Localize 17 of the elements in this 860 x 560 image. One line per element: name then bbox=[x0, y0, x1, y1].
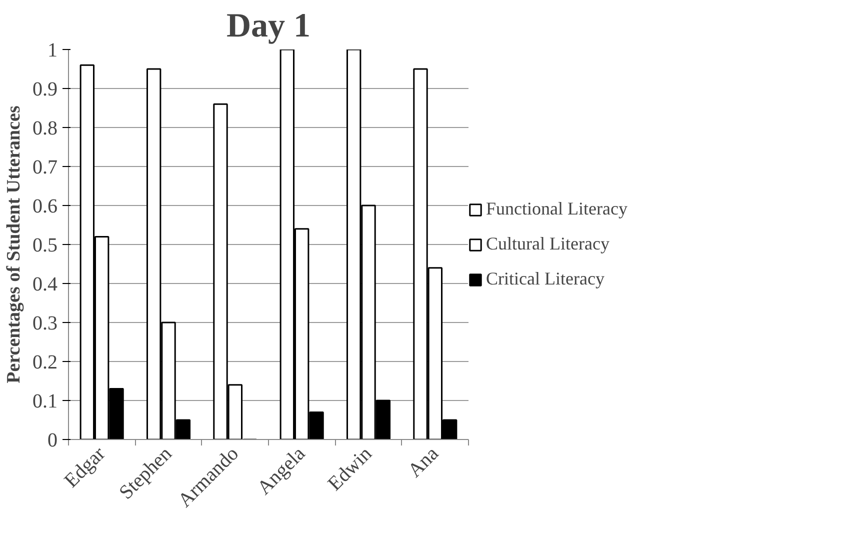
legend-label: Cultural Literacy bbox=[486, 234, 610, 254]
y-axis-title: Percentages of Student Utterances bbox=[4, 106, 24, 384]
y-tick-label: 0.1 bbox=[32, 390, 58, 412]
x-tick-label: Ana bbox=[404, 442, 444, 482]
y-tick-label: 0.2 bbox=[32, 352, 58, 374]
legend-label: Functional Literacy bbox=[486, 198, 628, 220]
y-tick-label: 0.6 bbox=[32, 196, 58, 218]
y-tick-label: 0 bbox=[48, 430, 58, 452]
y-tick-label: 0.8 bbox=[32, 118, 58, 140]
y-tick-label: 0.3 bbox=[32, 312, 58, 334]
chart-title: Day 1 bbox=[226, 8, 311, 44]
y-tick-label: 1 bbox=[48, 40, 58, 62]
y-tick-label: 0.4 bbox=[32, 274, 58, 296]
legend-label: Critical Literacy bbox=[486, 268, 604, 290]
y-tick-label: 0.5 bbox=[32, 234, 58, 256]
y-tick-label: 0.7 bbox=[32, 156, 58, 178]
y-tick-label: 0.9 bbox=[32, 78, 58, 100]
